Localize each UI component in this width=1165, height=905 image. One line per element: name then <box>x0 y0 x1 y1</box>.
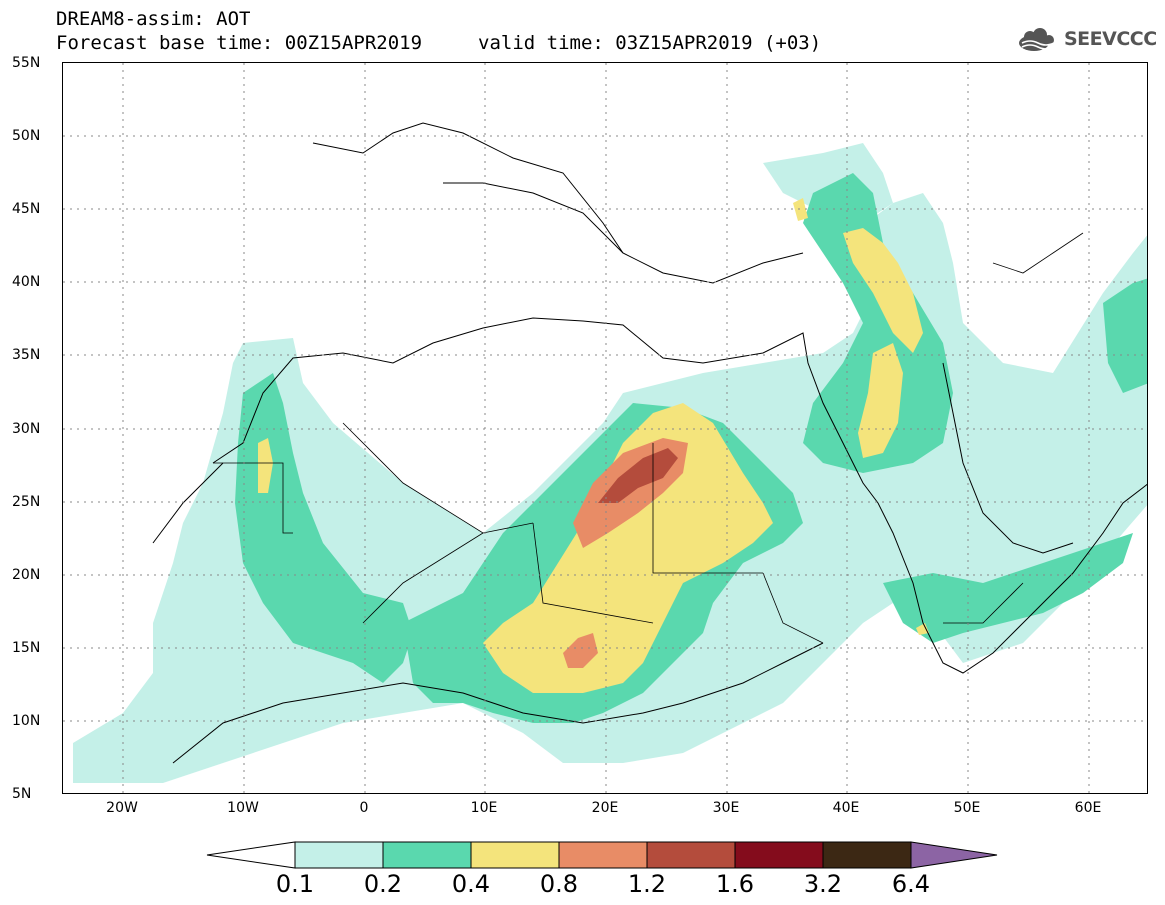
colorbar-bin-3 <box>558 841 648 869</box>
lat-label-40n: 40N <box>12 274 41 290</box>
colorbar-bin-5 <box>734 841 824 869</box>
colorbar-label-0.8: 0.8 <box>539 870 579 898</box>
lat-label-10n: 10N <box>12 713 41 729</box>
colorbar-label-3.2: 3.2 <box>803 870 843 898</box>
colorbar-label-0.2: 0.2 <box>363 870 403 898</box>
lon-label-50e: 50E <box>953 800 981 816</box>
colorbar-under-arrow <box>206 841 296 869</box>
lon-label-30e: 30E <box>712 800 740 816</box>
logo-text: SEEVCCC <box>1064 28 1157 50</box>
lat-label-15n: 15N <box>12 640 41 656</box>
lat-label-25n: 25N <box>12 494 41 510</box>
dust-aot-map <box>63 63 1147 793</box>
colorbar-label-6.4: 6.4 <box>891 870 931 898</box>
colorbar-label-1.2: 1.2 <box>627 870 667 898</box>
lat-label-45n: 45N <box>12 201 41 217</box>
grid-lines <box>63 63 1147 793</box>
colorbar-bin-4 <box>646 841 736 869</box>
lon-label-0: 0 <box>359 800 369 816</box>
lon-label-40e: 40E <box>832 800 860 816</box>
lon-label-10w: 10W <box>227 800 259 816</box>
lat-label-20n: 20N <box>12 567 41 583</box>
chart-title: DREAM8-assim: AOT <box>56 8 251 30</box>
lon-label-20w: 20W <box>106 800 138 816</box>
coastlines <box>152 122 1147 764</box>
colorbar-bin-6 <box>822 841 912 869</box>
colorbar <box>206 841 998 869</box>
lat-label-35n: 35N <box>12 347 41 363</box>
lat-label-30n: 30N <box>12 421 41 437</box>
colorbar-bin-1 <box>382 841 472 869</box>
lat-label-50n: 50N <box>12 128 41 144</box>
colorbar-label-1.6: 1.6 <box>715 870 755 898</box>
colorbar-label-0.4: 0.4 <box>451 870 491 898</box>
colorbar-label-0.1: 0.1 <box>275 870 315 898</box>
lat-label-5n: 5N <box>12 786 32 802</box>
lon-label-20e: 20E <box>591 800 619 816</box>
lon-label-10e: 10E <box>470 800 498 816</box>
country-borders <box>213 232 1084 644</box>
aot-level-1.2 <box>598 448 678 503</box>
valid-time: valid time: 03Z15APR2019 (+03) <box>478 32 822 54</box>
lon-label-60e: 60E <box>1074 800 1102 816</box>
colorbar-over-arrow <box>910 841 998 869</box>
colorbar-bin-0 <box>294 841 384 869</box>
forecast-base-time: Forecast base time: 00Z15APR2019 <box>56 32 423 54</box>
colorbar-bin-2 <box>470 841 560 869</box>
map-panel <box>62 62 1148 794</box>
lat-label-55n: 55N <box>12 55 41 71</box>
cloud-icon <box>1019 28 1055 51</box>
